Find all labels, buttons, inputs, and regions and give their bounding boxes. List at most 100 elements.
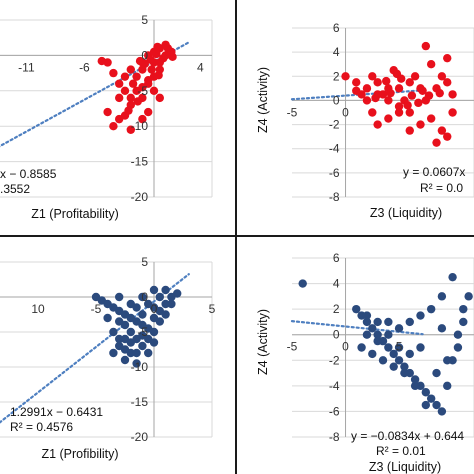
x-tick-label: -5: [91, 302, 102, 316]
x-axis-title: Z1 (Profibility): [41, 447, 118, 461]
data-point: [373, 78, 382, 87]
data-point: [448, 272, 457, 282]
data-point: [368, 324, 377, 333]
data-point: [149, 327, 159, 337]
x-tick-label: 5: [396, 340, 403, 354]
trendline-equation: 1.2991x − 0.6431: [10, 405, 103, 419]
data-point: [173, 289, 182, 298]
data-point: [437, 292, 447, 301]
tick-labels: 5 0 -5 -10 -15 -20 -11 -6 4: [18, 13, 204, 204]
data-point: [378, 356, 388, 365]
data-point: [368, 72, 377, 81]
trendline-path: [0, 273, 190, 424]
data-point: [443, 78, 452, 87]
data-point: [443, 356, 452, 365]
data-point: [120, 355, 130, 365]
data-point: [394, 84, 404, 93]
data-point: [426, 394, 436, 403]
data-point: [389, 362, 398, 371]
data-point: [138, 58, 147, 67]
data-point: [410, 375, 420, 384]
data-point: [138, 341, 147, 351]
y-tick-label: -20: [131, 430, 149, 444]
data-point: [394, 356, 404, 365]
data-point: [407, 91, 417, 100]
data-point: [115, 317, 124, 326]
x-tick-label: 0: [151, 302, 158, 316]
data-point: [373, 336, 382, 346]
data-point: [371, 93, 380, 103]
data-point: [414, 98, 423, 108]
data-point: [362, 96, 372, 105]
data-point: [115, 334, 124, 344]
data-point: [410, 381, 420, 391]
data-point: [405, 126, 414, 135]
data-point: [103, 313, 112, 323]
data-point: [368, 108, 377, 117]
data-point: [394, 108, 404, 117]
data-point: [405, 317, 414, 327]
x-tick-label: -11: [18, 60, 35, 74]
x-axis-title: Z3 (Liquidity): [370, 206, 442, 220]
data-point: [386, 88, 395, 98]
trendline-r2: .3552: [0, 182, 30, 196]
data-point: [132, 359, 141, 368]
data-point: [384, 96, 393, 105]
data-point: [163, 44, 173, 53]
data-point: [352, 304, 361, 314]
x-tick-label: 0: [342, 340, 349, 354]
chart-panel-top-left: 5 0 -5 -10 -15 -20 -11 -6 4 x − 0.8585 .3552 Z1 …: [0, 13, 213, 221]
axis-lines: [292, 258, 474, 437]
x-tick-label: 4: [197, 60, 204, 74]
trendline-r2: R² = 0.01: [376, 444, 426, 458]
trendline-r2: R² = 0.0: [420, 181, 463, 195]
y-tick-label: 5: [141, 255, 148, 269]
axis-lines: [292, 28, 474, 197]
data-point: [120, 345, 130, 354]
trendline-equation: y = −0.0834x + 0.644: [351, 429, 464, 443]
trendline-path: [0, 41, 190, 148]
y-axis-title: Z4 (Activity): [256, 67, 270, 133]
data-point: [362, 311, 372, 320]
data-point: [426, 60, 436, 69]
y-tick-label: 4: [333, 45, 340, 59]
data-point: [421, 400, 431, 410]
data-point: [126, 65, 135, 74]
data-point: [161, 310, 170, 319]
data-point: [115, 79, 124, 88]
y-axis-title: Z4 (Activity): [256, 309, 270, 375]
data-point: [109, 348, 118, 358]
data-point: [418, 86, 427, 95]
y-tick-label: 0: [141, 290, 148, 304]
data-point: [403, 101, 412, 110]
y-tick-label: -5: [137, 84, 148, 98]
y-tick-label: -6: [329, 166, 340, 180]
data-point: [437, 72, 447, 81]
x-tick-label: 0: [342, 105, 349, 119]
data-point: [424, 91, 434, 100]
data-point: [352, 78, 361, 87]
x-tick-label: -5: [287, 340, 298, 354]
y-tick-label: -10: [131, 360, 149, 374]
data-points: [91, 285, 182, 368]
data-point: [459, 317, 468, 327]
data-point: [168, 52, 177, 62]
y-tick-label: 0: [333, 328, 340, 342]
data-point: [138, 292, 147, 302]
x-axis-title: Z3 (Liquidity): [369, 460, 441, 474]
data-point: [448, 90, 457, 99]
trendline-equation: x − 0.8585: [0, 167, 57, 181]
data-point: [109, 327, 118, 337]
data-point: [149, 338, 159, 347]
data-point: [357, 343, 366, 352]
data-point: [362, 317, 372, 327]
data-point: [416, 120, 425, 129]
data-point: [384, 343, 393, 352]
trendline: [0, 273, 190, 424]
data-point: [443, 132, 452, 141]
